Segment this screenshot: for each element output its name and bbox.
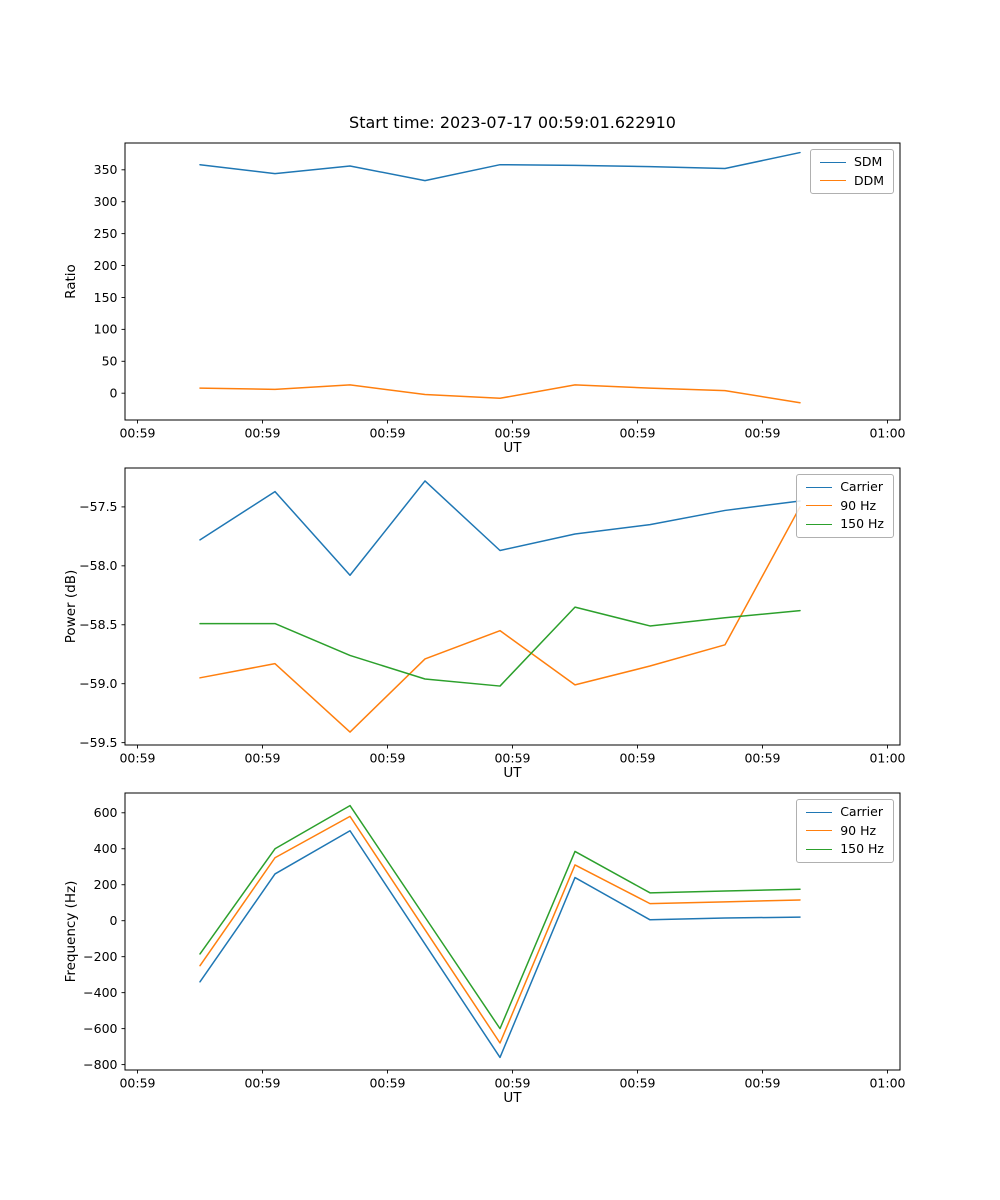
y-tick-label: 150: [94, 290, 118, 305]
x-tick-label: 01:00: [869, 1076, 905, 1091]
y-tick-label: 200: [94, 877, 118, 892]
legend-item: 150 Hz: [806, 516, 884, 531]
series-line-150-hz: [199, 606, 801, 687]
series-line-90-hz: [199, 506, 801, 733]
y-tick-label: 350: [94, 162, 118, 177]
ratio-plot-canvas: 00:59 00:59 00:59 00:59 00:59 00:59 01:00 0 50 10…: [94, 142, 906, 441]
x-tick-label: 00:59: [494, 426, 530, 441]
frequency-x-axis-label: UT: [503, 1090, 522, 1106]
legend-line-swatch: [806, 811, 833, 813]
y-tick-label: 0: [110, 913, 118, 928]
legend-line-swatch: [819, 180, 846, 182]
x-tick-label: 01:00: [869, 751, 905, 766]
legend-label: Carrier: [840, 804, 883, 819]
x-tick-label: 00:59: [119, 426, 155, 441]
legend-line-swatch: [819, 161, 846, 163]
x-tick-label: 00:59: [494, 1076, 530, 1091]
x-tick-label: 00:59: [369, 751, 405, 766]
x-tick-label: 00:59: [744, 751, 780, 766]
legend-item: 90 Hz: [806, 497, 884, 513]
series-line-150-hz: [199, 804, 801, 1030]
x-tick-label: 00:59: [119, 1076, 155, 1091]
series-line-sdm: [199, 151, 801, 182]
frequency-legend: Carrier 90 Hz 150 Hz: [796, 799, 894, 863]
legend-label: 150 Hz: [840, 516, 884, 531]
figure-title: Start time: 2023-07-17 00:59:01.622910: [349, 113, 676, 132]
legend-line-swatch: [806, 848, 833, 850]
y-tick-label: −58.0: [79, 558, 117, 573]
y-tick-label: −57.5: [79, 499, 117, 514]
x-tick-label: 00:59: [244, 426, 280, 441]
legend-label: SDM: [853, 154, 883, 169]
power-plot-canvas: 00:59 00:59 00:59 00:59 00:59 00:59 01:00 −59.5…: [79, 467, 906, 766]
ratio-y-axis-label: Ratio: [63, 264, 79, 299]
y-tick-label: 300: [94, 194, 118, 209]
power-subplot: 00:59 00:59 00:59 00:59 00:59 00:59 01:00 −59.5…: [79, 467, 906, 766]
legend-label: 90 Hz: [840, 497, 877, 513]
y-tick-label: −800: [83, 1057, 117, 1072]
series-line-90-hz: [199, 815, 801, 1044]
legend-item: Carrier: [806, 804, 884, 819]
series-line-carrier: [199, 830, 801, 1059]
x-tick-label: 00:59: [369, 426, 405, 441]
legend-item: 90 Hz: [806, 822, 884, 838]
x-tick-label: 00:59: [619, 751, 655, 766]
frequency-subplot: 00:59 00:59 00:59 00:59 00:59 00:59 01:00 −800 −…: [83, 792, 906, 1091]
y-tick-label: −600: [83, 1021, 117, 1036]
frequency-plot-canvas: 00:59 00:59 00:59 00:59 00:59 00:59 01:00 −800 −…: [83, 792, 906, 1091]
x-tick-label: 00:59: [744, 426, 780, 441]
x-tick-label: 00:59: [744, 1076, 780, 1091]
x-tick-label: 00:59: [119, 751, 155, 766]
series-line-ddm: [199, 384, 801, 404]
power-y-axis-label: Power (dB): [63, 569, 79, 644]
legend-item: SDM: [819, 154, 884, 169]
legend-label: 90 Hz: [840, 822, 877, 838]
x-tick-label: 00:59: [244, 1076, 280, 1091]
y-tick-label: 600: [94, 805, 118, 820]
y-tick-label: 250: [94, 226, 118, 241]
y-tick-label: 0: [110, 385, 118, 400]
y-tick-label: −400: [83, 985, 117, 1000]
x-tick-label: 01:00: [869, 426, 905, 441]
axes-frame: [124, 142, 901, 421]
legend-item: 150 Hz: [806, 841, 884, 856]
legend-label: 150 Hz: [840, 841, 884, 856]
frequency-y-axis-label: Frequency (Hz): [63, 880, 79, 983]
power-x-axis-label: UT: [503, 765, 522, 781]
legend-line-swatch: [806, 505, 833, 507]
x-tick-label: 00:59: [244, 751, 280, 766]
axes-frame: [124, 792, 901, 1071]
axes-frame: [124, 467, 901, 746]
ratio-legend: SDM DDM: [809, 149, 894, 194]
y-tick-label: −59.5: [79, 735, 117, 750]
ratio-x-axis-label: UT: [503, 440, 522, 456]
legend-item: DDM: [819, 172, 884, 188]
y-tick-label: −59.0: [79, 676, 117, 691]
y-tick-label: −200: [83, 949, 117, 964]
legend-item: Carrier: [806, 479, 884, 494]
legend-label: Carrier: [840, 479, 883, 494]
y-tick-label: 200: [94, 258, 118, 273]
legend-line-swatch: [806, 486, 833, 488]
legend-line-swatch: [806, 830, 833, 832]
x-tick-label: 00:59: [369, 1076, 405, 1091]
x-tick-label: 00:59: [619, 1076, 655, 1091]
y-tick-label: 50: [102, 354, 118, 369]
x-tick-label: 00:59: [619, 426, 655, 441]
y-tick-label: −58.5: [79, 617, 117, 632]
series-line-carrier: [199, 480, 801, 577]
x-tick-label: 00:59: [494, 751, 530, 766]
y-tick-label: 100: [94, 322, 118, 337]
y-tick-label: 400: [94, 841, 118, 856]
legend-label: DDM: [853, 172, 884, 188]
ratio-subplot: 00:59 00:59 00:59 00:59 00:59 00:59 01:00 0 50 10…: [94, 142, 906, 441]
power-legend: Carrier 90 Hz 150 Hz: [796, 474, 894, 538]
legend-line-swatch: [806, 523, 833, 525]
